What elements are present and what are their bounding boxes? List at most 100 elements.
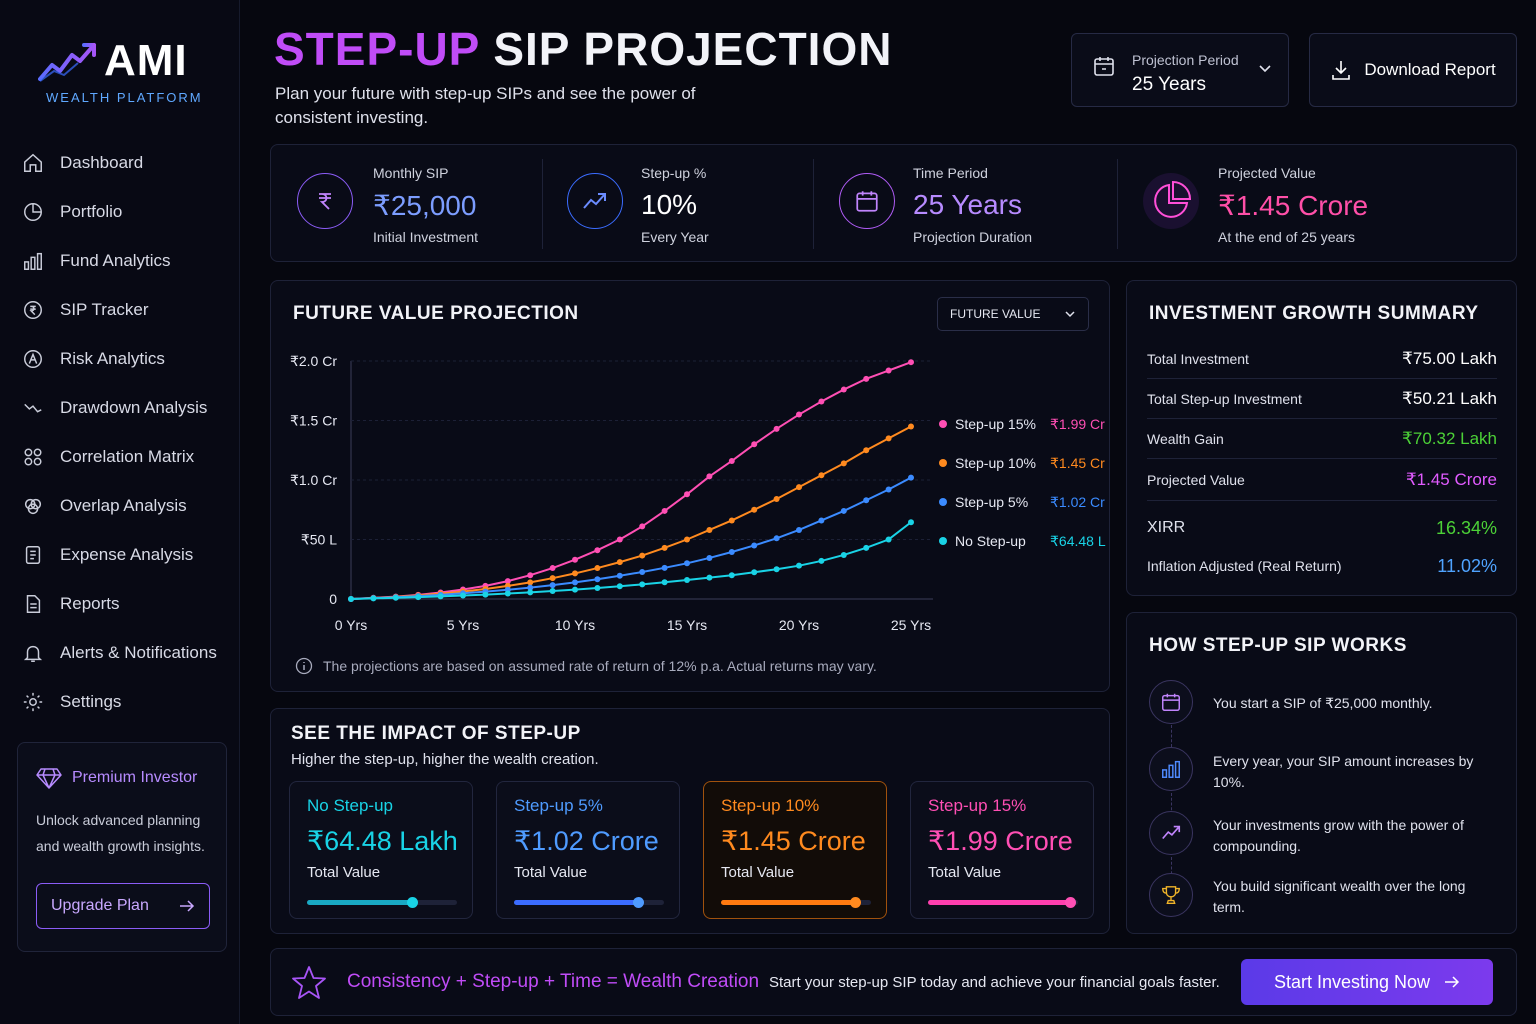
data-point — [796, 526, 802, 533]
gear-icon — [23, 692, 43, 711]
projection-period-label: Projection Period — [1132, 52, 1239, 68]
summary-key: Wealth Gain — [1147, 430, 1224, 447]
stat-sub: At the end of 25 years — [1218, 229, 1355, 245]
sip-icon — [24, 300, 42, 319]
brand-logo[interactable]: AMI — [38, 36, 188, 86]
growth-logo-icon — [38, 43, 96, 82]
data-point — [594, 585, 601, 592]
impact-card-name: Step-up 10% — [721, 796, 820, 815]
projection-panel: FUTURE VALUE PROJECTION FUTURE VALUE ₹2.… — [270, 280, 1110, 692]
chart-note-text: The projections are based on assumed rat… — [323, 658, 877, 674]
data-point — [482, 591, 489, 598]
stat-step-up: Step-up % 10% Every Year — [541, 145, 813, 263]
sidebar-item-risk-analytics[interactable]: Risk Analytics — [22, 334, 232, 383]
sidebar-item-label: SIP Tracker — [60, 299, 149, 319]
how-step-text: You start a SIP of ₹25,000 monthly. — [1213, 695, 1433, 711]
premium-description: Unlock advanced planning and wealth grow… — [36, 812, 205, 854]
x-tick-label: 0 Yrs — [335, 617, 367, 633]
x-tick-label: 25 Yrs — [891, 617, 931, 633]
data-point — [504, 578, 511, 585]
data-point — [908, 474, 914, 481]
sidebar-item-label: Portfolio — [60, 201, 123, 221]
sidebar-item-reports[interactable]: Reports — [22, 579, 232, 628]
bar-chart-icon — [24, 252, 42, 270]
stat-value: ₹25,000 — [373, 190, 477, 221]
sidebar-item-correlation-matrix[interactable]: Correlation Matrix — [22, 432, 232, 481]
sidebar-item-alerts[interactable]: Alerts & Notifications — [22, 628, 232, 677]
real-return-value: 11.02% — [1437, 555, 1497, 576]
sidebar-item-sip-tracker[interactable]: SIP Tracker — [22, 285, 232, 334]
upgrade-plan-button[interactable]: Upgrade Plan — [36, 883, 210, 929]
connector-line — [1171, 793, 1172, 815]
data-point — [863, 544, 870, 551]
chart-metric-select[interactable]: FUTURE VALUE — [937, 297, 1089, 331]
sidebar-item-settings[interactable]: Settings — [22, 677, 232, 726]
data-point — [818, 472, 825, 479]
legend-value: ₹1.02 Cr — [1050, 494, 1105, 510]
legend-value: ₹64.48 L — [1050, 533, 1106, 549]
overlap-icon — [24, 498, 42, 514]
impact-card-label: Total Value — [928, 864, 1002, 881]
banner-text: Start your step-up SIP today and achieve… — [769, 974, 1220, 991]
impact-progress-fill — [307, 900, 412, 905]
data-point — [348, 596, 354, 602]
how-step-text: Every year, your SIP amount increases by… — [1213, 753, 1474, 790]
data-point — [661, 564, 668, 571]
data-point — [527, 579, 534, 586]
sidebar-item-overlap-analysis[interactable]: Overlap Analysis — [22, 481, 232, 530]
data-point — [840, 460, 847, 467]
data-point — [751, 569, 758, 576]
impact-card-step-up-10[interactable]: Step-up 10% ₹1.45 Crore Total Value — [703, 781, 887, 919]
data-point — [796, 562, 802, 569]
stat-value: 10% — [641, 189, 698, 220]
sidebar-item-dashboard[interactable]: Dashboard — [22, 138, 232, 187]
data-point — [616, 583, 623, 590]
legend-marker — [939, 537, 947, 545]
data-point — [661, 507, 668, 514]
projection-title: FUTURE VALUE PROJECTION — [293, 303, 579, 324]
how-step-text: You build significant wealth over the lo… — [1213, 878, 1466, 915]
data-point — [885, 486, 892, 493]
data-point — [661, 544, 668, 551]
x-tick-label: 15 Yrs — [667, 617, 707, 633]
grid-circles-icon — [24, 447, 42, 466]
impact-card-step-up-5[interactable]: Step-up 5% ₹1.02 Crore Total Value — [496, 781, 680, 919]
data-point — [773, 496, 780, 503]
chevron-down-icon — [1065, 311, 1075, 318]
data-point — [796, 484, 802, 491]
download-report-button[interactable]: Download Report — [1309, 33, 1517, 107]
data-point — [773, 566, 780, 573]
impact-card-value: ₹1.99 Crore — [928, 826, 1073, 856]
sidebar-item-expense-analysis[interactable]: Expense Analysis — [22, 530, 232, 579]
impact-progress-track — [307, 897, 457, 908]
data-point — [549, 582, 556, 589]
chart-metric-value: FUTURE VALUE — [950, 307, 1041, 321]
projection-period-select[interactable]: Projection Period 25 Years — [1071, 33, 1289, 107]
info-icon — [295, 657, 313, 675]
summary-key: Projected Value — [1147, 471, 1245, 488]
bell-icon — [23, 645, 43, 662]
legend-marker — [939, 498, 947, 506]
risk-icon — [24, 349, 42, 368]
bar-chart-icon — [1149, 747, 1193, 791]
receipt-icon — [25, 545, 41, 564]
impact-progress-track — [928, 897, 1078, 908]
data-point — [572, 556, 578, 563]
impact-card-step-up-15[interactable]: Step-up 15% ₹1.99 Crore Total Value — [910, 781, 1094, 919]
impact-card-no-step-up[interactable]: No Step-up ₹64.48 Lakh Total Value — [289, 781, 473, 919]
data-point — [504, 590, 511, 597]
impact-card-name: No Step-up — [307, 796, 393, 815]
impact-card-value: ₹1.02 Crore — [514, 826, 659, 856]
connector-line — [1171, 725, 1172, 747]
real-return-label: Inflation Adjusted (Real Return) — [1147, 558, 1342, 574]
x-tick-label: 5 Yrs — [447, 617, 479, 633]
data-point — [796, 411, 802, 418]
sidebar-item-portfolio[interactable]: Portfolio — [22, 187, 232, 236]
sidebar-item-fund-analytics[interactable]: Fund Analytics — [22, 236, 232, 285]
legend-marker — [939, 459, 947, 467]
start-investing-button[interactable]: Start Investing Now — [1241, 959, 1493, 1005]
data-point — [549, 575, 556, 582]
sidebar-item-drawdown-analysis[interactable]: Drawdown Analysis — [22, 383, 232, 432]
summary-title: INVESTMENT GROWTH SUMMARY — [1149, 303, 1479, 324]
stat-monthly-sip: Monthly SIP ₹25,000 Initial Investment — [271, 145, 541, 263]
